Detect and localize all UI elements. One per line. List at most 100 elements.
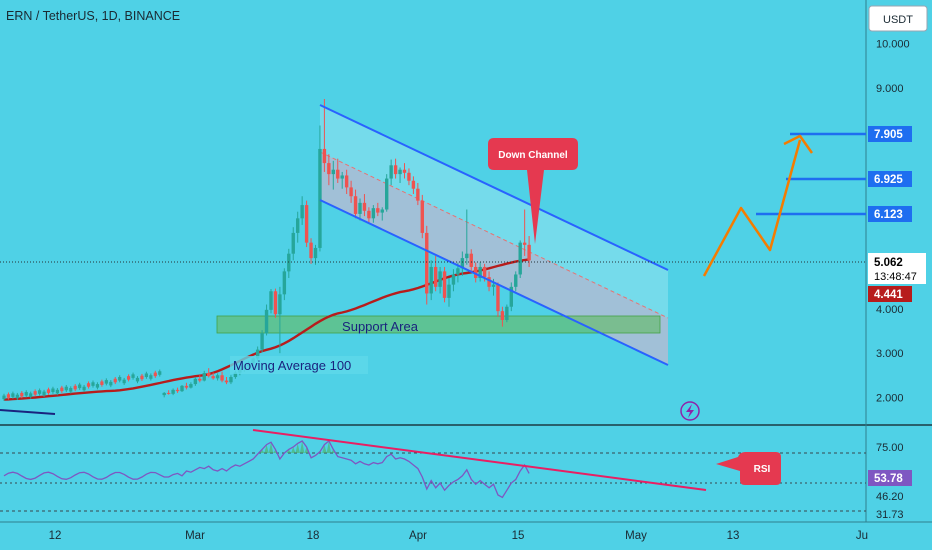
candle[interactable]: [104, 378, 108, 386]
candle[interactable]: [362, 194, 367, 217]
price-axis[interactable]: 10.000 9.000 4.000 3.000 2.000: [876, 39, 910, 405]
candle[interactable]: [371, 205, 376, 223]
candle[interactable]: [367, 207, 371, 223]
rsi-current-tag[interactable]: 53.78: [868, 470, 912, 486]
candle[interactable]: [229, 375, 233, 385]
candle[interactable]: [224, 377, 229, 385]
candle[interactable]: [153, 370, 157, 378]
candle[interactable]: [478, 262, 482, 282]
candle[interactable]: [389, 159, 393, 186]
candle[interactable]: [24, 390, 28, 398]
rsi-callout[interactable]: RSI: [716, 452, 781, 485]
candle[interactable]: [509, 282, 513, 312]
candle[interactable]: [269, 289, 273, 314]
down-channel-callout[interactable]: Down Channel: [488, 138, 578, 244]
ma-price-tag[interactable]: 4.441: [868, 286, 912, 302]
candle[interactable]: [91, 380, 95, 388]
candle[interactable]: [496, 282, 500, 317]
candle[interactable]: [11, 391, 15, 399]
candle[interactable]: [95, 382, 100, 390]
candle[interactable]: [198, 375, 202, 383]
candle[interactable]: [318, 125, 322, 252]
candle[interactable]: [149, 373, 153, 381]
candle[interactable]: [260, 330, 264, 353]
candle[interactable]: [469, 249, 473, 272]
candle[interactable]: [278, 286, 282, 354]
candle[interactable]: [340, 171, 344, 189]
candle[interactable]: [60, 385, 64, 393]
candle[interactable]: [376, 202, 380, 217]
candle[interactable]: [211, 372, 215, 380]
candle[interactable]: [465, 209, 469, 265]
candle[interactable]: [429, 260, 433, 301]
candle[interactable]: [296, 211, 300, 243]
old-trend-line[interactable]: [0, 409, 56, 415]
candle[interactable]: [353, 189, 358, 219]
candle[interactable]: [500, 306, 505, 327]
candle[interactable]: [215, 373, 220, 381]
candle[interactable]: [331, 160, 335, 190]
target-price-tag-3[interactable]: 6.123: [868, 206, 912, 222]
candle[interactable]: [460, 251, 465, 276]
rsi-line[interactable]: [3, 439, 530, 499]
candle[interactable]: [140, 373, 144, 381]
candle[interactable]: [113, 377, 117, 385]
candle[interactable]: [73, 384, 77, 392]
candle[interactable]: [220, 371, 224, 383]
candle[interactable]: [131, 372, 135, 380]
candle[interactable]: [336, 158, 340, 183]
candle[interactable]: [180, 384, 184, 393]
candle[interactable]: [411, 176, 416, 195]
candle[interactable]: [78, 382, 82, 390]
candle[interactable]: [55, 388, 59, 396]
candle[interactable]: [135, 376, 140, 384]
candle[interactable]: [171, 388, 175, 396]
candle[interactable]: [447, 278, 451, 307]
candle[interactable]: [202, 370, 206, 382]
candle[interactable]: [162, 392, 166, 398]
support-area-zone[interactable]: [216, 315, 661, 334]
candle[interactable]: [282, 268, 287, 301]
projection-path[interactable]: [702, 139, 802, 277]
candle[interactable]: [514, 271, 518, 292]
candle[interactable]: [358, 198, 362, 221]
candle[interactable]: [487, 271, 491, 292]
candle[interactable]: [158, 369, 162, 377]
candle[interactable]: [100, 379, 104, 387]
candle[interactable]: [175, 387, 180, 393]
candle[interactable]: [442, 266, 447, 303]
candle[interactable]: [393, 158, 398, 179]
candle[interactable]: [29, 391, 33, 399]
candle[interactable]: [425, 225, 429, 305]
candle[interactable]: [291, 227, 295, 261]
candle[interactable]: [402, 163, 407, 179]
candle[interactable]: [438, 266, 442, 294]
candle[interactable]: [264, 304, 269, 336]
candle[interactable]: [42, 389, 46, 397]
candle[interactable]: [287, 248, 291, 279]
candle[interactable]: [327, 154, 331, 186]
candle[interactable]: [64, 384, 68, 393]
time-axis[interactable]: 12 Mar 18 Apr 15 May 13 Ju: [49, 530, 868, 542]
candle[interactable]: [166, 390, 171, 395]
target-price-tag-1[interactable]: 7.905: [868, 126, 912, 142]
candle[interactable]: [20, 391, 24, 399]
candle[interactable]: [189, 382, 193, 389]
candle[interactable]: [505, 304, 509, 323]
candle[interactable]: [33, 389, 37, 397]
currency-button[interactable]: USDT: [868, 5, 928, 32]
candle[interactable]: [69, 386, 73, 394]
candle[interactable]: [144, 371, 148, 379]
candle[interactable]: [309, 238, 313, 264]
candle[interactable]: [407, 168, 411, 186]
candle[interactable]: [380, 207, 384, 221]
candle[interactable]: [38, 388, 42, 396]
candle[interactable]: [420, 194, 424, 239]
rsi-trend-line[interactable]: [252, 429, 707, 491]
candle[interactable]: [304, 200, 309, 248]
candle[interactable]: [518, 240, 522, 279]
candle[interactable]: [46, 387, 51, 395]
candle[interactable]: [207, 368, 211, 378]
